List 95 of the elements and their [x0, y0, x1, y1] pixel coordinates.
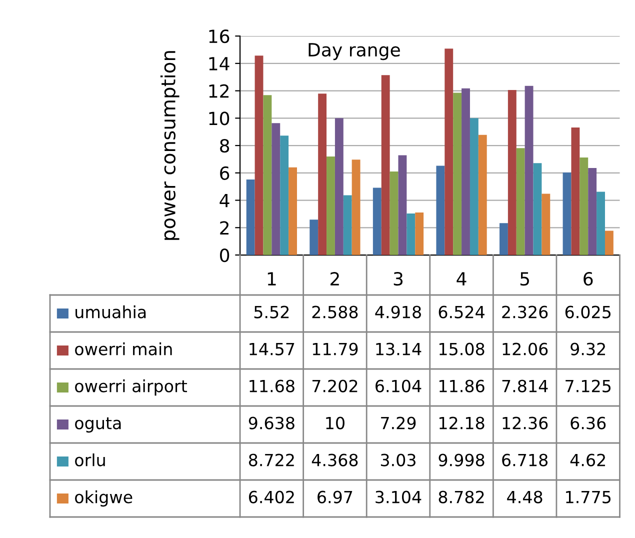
bar [398, 155, 407, 256]
data-label: 6.718 [502, 454, 548, 466]
bar [571, 127, 580, 256]
data-label: 8.722 [248, 454, 294, 466]
data-label: 7.125 [566, 380, 611, 392]
bar [272, 123, 280, 256]
bar [263, 95, 272, 256]
x-tick-label: 6 [584, 272, 593, 286]
data-label: 5.52 [254, 306, 289, 318]
bar [381, 75, 390, 256]
y-tick-label: 10 [209, 112, 230, 126]
y-tick-label: 0 [220, 248, 230, 262]
bar [390, 171, 398, 256]
y-tick-label: 2 [220, 221, 228, 234]
data-label: 9.32 [570, 342, 605, 356]
bar [310, 220, 318, 256]
data-label: 3.104 [376, 490, 422, 504]
legend-label: owerri main [75, 342, 172, 356]
data-label: 4.62 [570, 454, 605, 466]
bar [596, 192, 605, 256]
bar [326, 156, 335, 256]
legend-label: oguta [75, 417, 121, 433]
bar [462, 88, 470, 256]
y-tick-label: 6 [220, 166, 230, 180]
bar [280, 136, 289, 256]
bar [254, 56, 264, 256]
y-tick-label: 4 [220, 194, 230, 208]
data-label: 15.08 [440, 342, 484, 356]
x-tick-label: 5 [520, 272, 529, 286]
data-label: 2.588 [312, 306, 358, 318]
data-label: 10 [326, 416, 344, 430]
chart-title: Day range [308, 43, 400, 60]
legend-label: orlu [75, 453, 105, 466]
x-tick-label: 1 [268, 272, 276, 286]
bar [246, 179, 255, 256]
bar [542, 194, 550, 256]
data-label: 6.402 [248, 490, 294, 504]
bar [604, 230, 614, 256]
y-tick-label: 12 [209, 84, 228, 98]
y-axis-title: power consumption [160, 51, 180, 240]
bar [470, 118, 478, 256]
data-label: 4.918 [375, 306, 421, 318]
bar [500, 223, 508, 256]
y-tick-label: 16 [209, 30, 230, 44]
data-label: 12.18 [440, 416, 484, 430]
bar [334, 118, 344, 256]
data-label: 1.775 [566, 490, 611, 504]
data-label: 11.86 [440, 380, 484, 392]
data-label: 13.14 [376, 342, 422, 356]
data-label: 6.524 [438, 306, 484, 318]
data-label: 6.36 [570, 416, 606, 430]
bar [318, 94, 327, 256]
x-tick-label: 3 [394, 272, 403, 286]
legend-label: owerri airport [75, 379, 188, 396]
data-label: 12.36 [502, 416, 548, 430]
bar [524, 86, 534, 256]
data-label: 12.06 [502, 342, 548, 356]
bar [372, 188, 382, 256]
data-label: 8.782 [438, 490, 484, 504]
data-label: 14.57 [250, 342, 294, 356]
bar [508, 90, 516, 256]
data-label: 7.814 [502, 380, 548, 392]
bar [436, 166, 445, 256]
data-label: 11.68 [250, 380, 294, 392]
data-label: 2.326 [502, 306, 548, 318]
data-label: 7.29 [381, 416, 416, 430]
bar [444, 48, 454, 256]
bar [352, 160, 360, 256]
y-tick-label: 8 [220, 138, 230, 153]
legend-label: okigwe [75, 490, 132, 507]
bar [516, 148, 525, 256]
bar [288, 167, 297, 256]
data-label: 7.202 [312, 380, 358, 392]
bar [478, 134, 487, 256]
legend-label: umuahia [76, 305, 146, 318]
bar [580, 158, 588, 256]
data-label: 4.368 [312, 454, 358, 466]
bar [415, 212, 424, 256]
data-label: 3.03 [380, 454, 416, 466]
x-tick-label: 4 [456, 272, 466, 286]
bar [562, 172, 572, 256]
data-label: 11.79 [312, 342, 358, 356]
data-label: 6.104 [376, 380, 422, 392]
bar [453, 92, 462, 256]
data-label: 6.97 [318, 490, 352, 504]
y-tick-label: 14 [209, 57, 230, 70]
data-label: 9.638 [248, 416, 294, 430]
bar [588, 168, 597, 256]
x-tick-label: 2 [330, 272, 339, 286]
data-label: 9.998 [438, 454, 484, 466]
bar [533, 163, 542, 256]
bar [343, 195, 352, 256]
data-label: 6.025 [565, 306, 611, 318]
data-label: 4.48 [507, 490, 542, 504]
bar [406, 214, 416, 256]
